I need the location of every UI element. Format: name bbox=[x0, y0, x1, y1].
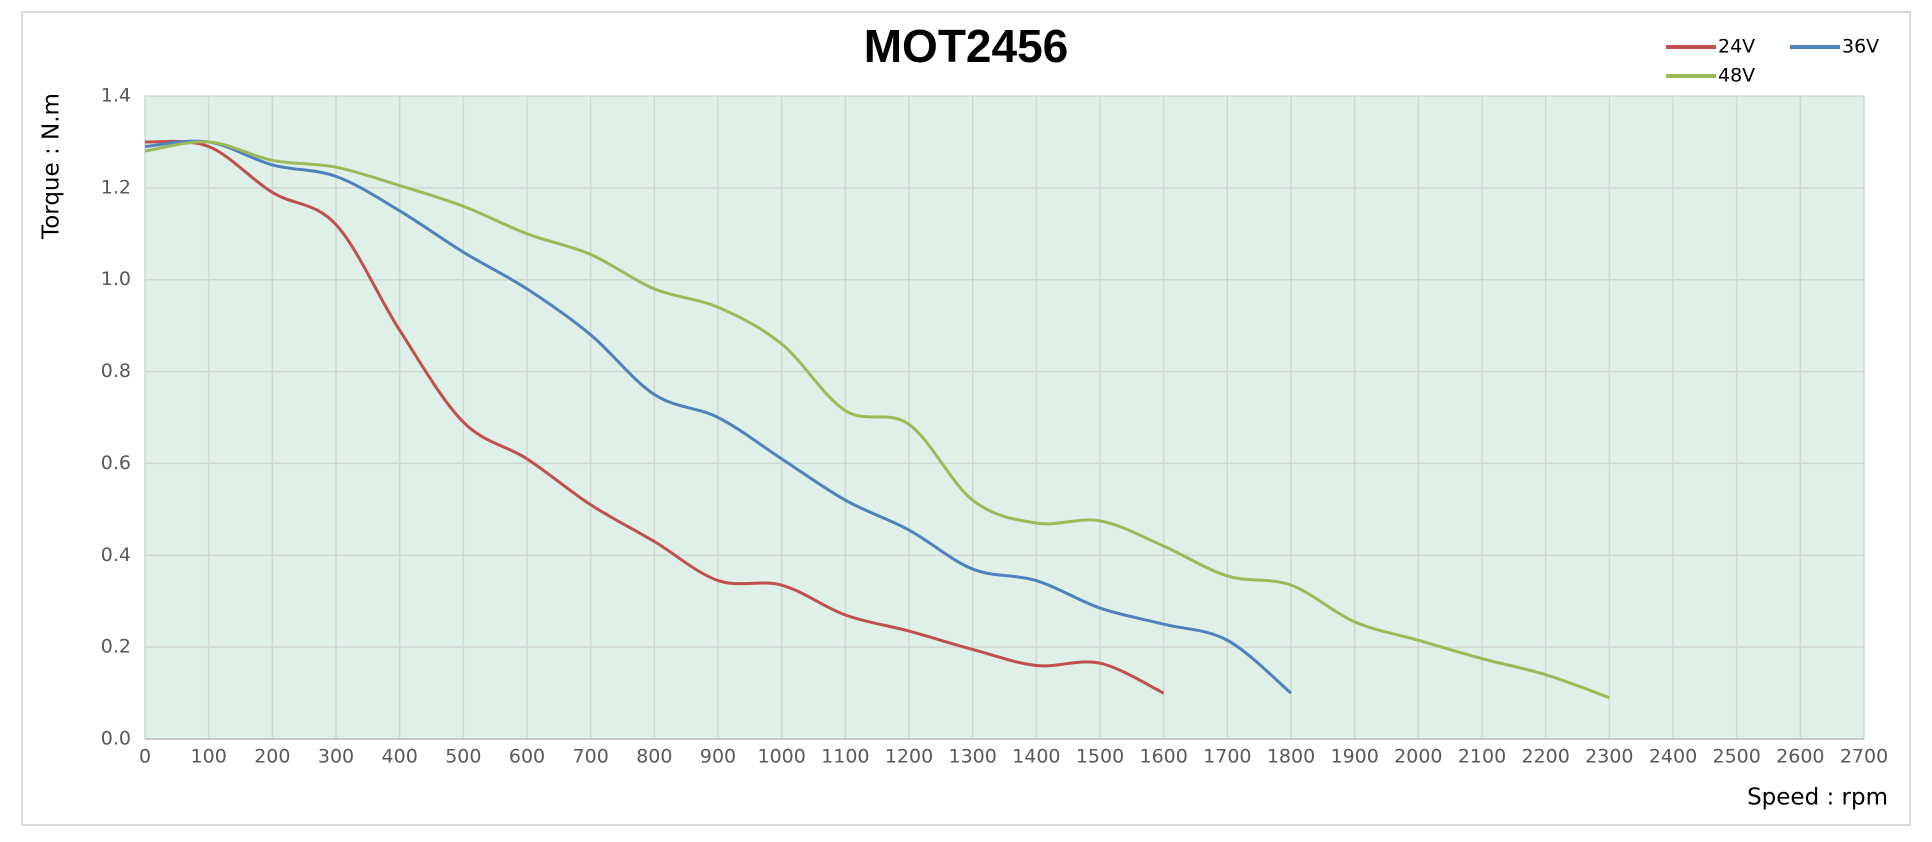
legend-label: 36V bbox=[1842, 36, 1879, 58]
x-tick-label: 700 bbox=[573, 746, 609, 768]
x-tick-label: 1200 bbox=[885, 746, 933, 768]
x-tick-label: 1500 bbox=[1076, 746, 1124, 768]
x-tick-label: 1000 bbox=[757, 746, 805, 768]
x-tick-label: 600 bbox=[509, 746, 545, 768]
x-tick-label: 2400 bbox=[1649, 746, 1697, 768]
x-tick-label: 1900 bbox=[1330, 746, 1378, 768]
x-tick-label: 1600 bbox=[1139, 746, 1187, 768]
x-tick-label: 300 bbox=[318, 746, 354, 768]
x-tick-label: 1300 bbox=[948, 746, 996, 768]
x-tick-label: 100 bbox=[191, 746, 227, 768]
y-tick-label: 0.4 bbox=[101, 544, 131, 566]
y-tick-label: 1.0 bbox=[101, 268, 131, 290]
chart-title: MOT2456 bbox=[864, 20, 1069, 72]
x-tick-label: 500 bbox=[445, 746, 481, 768]
x-tick-label: 2000 bbox=[1394, 746, 1442, 768]
y-tick-label: 1.2 bbox=[101, 176, 131, 198]
x-tick-label: 2200 bbox=[1521, 746, 1569, 768]
y-tick-label: 0.0 bbox=[101, 728, 131, 750]
y-tick-label: 0.2 bbox=[101, 636, 131, 658]
x-tick-label: 2600 bbox=[1776, 746, 1824, 768]
x-tick-label: 1100 bbox=[821, 746, 869, 768]
series-line bbox=[144, 140, 1610, 700]
x-tick-label: 2700 bbox=[1840, 746, 1888, 768]
y-tick-label: 1.4 bbox=[101, 85, 131, 107]
x-tick-label: 0 bbox=[139, 746, 151, 768]
y-tick-label: 0.6 bbox=[101, 452, 131, 474]
legend-label: 24V bbox=[1718, 36, 1755, 58]
plot-area bbox=[145, 96, 1864, 739]
x-tick-label: 2100 bbox=[1458, 746, 1506, 768]
series-line bbox=[144, 139, 1165, 695]
x-tick-label: 1800 bbox=[1267, 746, 1315, 768]
series-line bbox=[144, 139, 1292, 695]
x-tick-label: 2500 bbox=[1712, 746, 1760, 768]
y-tick-label: 0.8 bbox=[101, 360, 131, 382]
y-axis-label: Torque : N.m bbox=[39, 93, 65, 240]
legend-label: 48V bbox=[1718, 65, 1755, 87]
x-axis-label: Speed : rpm bbox=[1747, 785, 1888, 811]
x-tick-label: 1700 bbox=[1203, 746, 1251, 768]
x-tick-label: 400 bbox=[382, 746, 418, 768]
x-tick-label: 800 bbox=[636, 746, 672, 768]
x-tick-label: 1400 bbox=[1012, 746, 1060, 768]
x-tick-label: 200 bbox=[254, 746, 290, 768]
x-tick-label: 900 bbox=[700, 746, 736, 768]
x-tick-label: 2300 bbox=[1585, 746, 1633, 768]
